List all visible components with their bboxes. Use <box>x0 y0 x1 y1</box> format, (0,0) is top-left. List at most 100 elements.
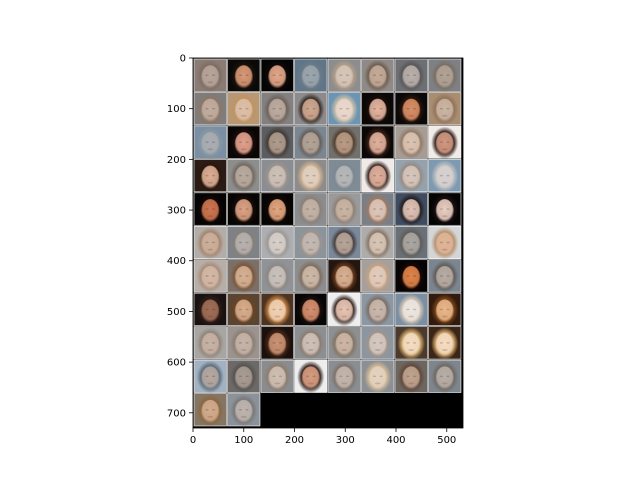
y-tick-label: 700 <box>167 408 186 419</box>
face-tile <box>361 192 395 226</box>
face-tile <box>260 225 294 260</box>
face-tile <box>294 125 328 160</box>
face-tile <box>193 326 227 360</box>
image-tiles <box>193 58 463 428</box>
face-tile <box>327 292 361 327</box>
face-tile <box>428 159 462 193</box>
face-tile <box>428 192 462 226</box>
y-tick-label: 500 <box>167 307 186 318</box>
face-tile <box>428 326 462 360</box>
y-tick-label: 200 <box>167 155 186 166</box>
face-tile <box>428 125 462 160</box>
face-tile <box>227 92 261 126</box>
face-tile <box>193 192 227 226</box>
face-tile <box>428 359 462 394</box>
y-tick-label: 100 <box>167 104 186 115</box>
face-tile <box>294 259 328 293</box>
face-tile <box>227 58 261 93</box>
face-tile <box>361 125 395 160</box>
face-tile <box>227 259 261 293</box>
face-tile <box>294 292 328 327</box>
face-tile <box>394 225 428 260</box>
face-tile <box>260 259 294 293</box>
face-tile <box>394 326 428 360</box>
face-tile <box>327 259 361 293</box>
y-tick-label: 0 <box>180 54 186 65</box>
face-tile <box>327 359 361 394</box>
face-tile <box>361 326 395 360</box>
x-tick-label: 300 <box>336 435 355 446</box>
face-tile <box>361 159 395 193</box>
face-tile <box>428 292 462 327</box>
face-tile <box>294 225 328 260</box>
x-tick-label: 200 <box>285 435 304 446</box>
face-tile <box>260 359 294 394</box>
face-tile <box>394 292 428 327</box>
face-tile <box>394 58 428 93</box>
face-tile <box>361 58 395 93</box>
face-tile <box>361 359 395 394</box>
face-tile <box>227 159 261 193</box>
face-tile <box>394 359 428 394</box>
face-tile <box>327 192 361 226</box>
face-tile <box>227 225 261 260</box>
y-axis: 0 100 200 300 400 500 600 700 <box>167 54 193 419</box>
face-tile <box>394 192 428 226</box>
face-tile <box>193 92 227 126</box>
face-tile <box>227 359 261 394</box>
face-tile <box>193 225 227 260</box>
face-tile <box>327 125 361 160</box>
face-tile <box>394 125 428 160</box>
face-tile <box>260 192 294 226</box>
face-tile <box>294 326 328 360</box>
x-tick-label: 100 <box>234 435 253 446</box>
face-tile <box>361 225 395 260</box>
face-tile <box>260 92 294 126</box>
face-tile <box>327 326 361 360</box>
face-tile <box>193 58 227 93</box>
face-tile <box>294 192 328 226</box>
face-tile <box>193 125 227 160</box>
face-tile <box>327 92 361 126</box>
face-tile <box>260 159 294 193</box>
face-tile <box>428 58 462 93</box>
y-tick-label: 600 <box>167 358 186 369</box>
face-tile <box>294 58 328 93</box>
face-tile <box>260 292 294 327</box>
face-tile <box>260 58 294 93</box>
x-tick-label: 0 <box>190 435 196 446</box>
face-tile <box>327 159 361 193</box>
face-tile <box>294 159 328 193</box>
face-tile <box>361 259 395 293</box>
face-tile <box>294 92 328 126</box>
face-tile <box>294 359 328 394</box>
face-tile <box>193 259 227 293</box>
face-tile <box>227 292 261 327</box>
y-tick-label: 300 <box>167 206 186 217</box>
face-tile <box>428 225 462 260</box>
face-tile <box>394 159 428 193</box>
face-tile <box>193 359 227 394</box>
face-tile <box>361 292 395 327</box>
face-tile <box>327 58 361 93</box>
face-tile <box>260 125 294 160</box>
face-tile <box>428 259 462 293</box>
axes <box>192 57 464 429</box>
axes-frame <box>192 57 464 429</box>
face-tile <box>227 326 261 360</box>
face-tile <box>394 259 428 293</box>
face-tile <box>361 92 395 126</box>
x-tick-label: 500 <box>437 435 456 446</box>
face-tile <box>227 393 261 427</box>
face-tile <box>394 92 428 126</box>
face-tile <box>260 326 294 360</box>
x-tick-label: 400 <box>386 435 405 446</box>
face-tile <box>193 393 227 427</box>
x-axis: 0 100 200 300 400 500 <box>190 428 456 446</box>
face-tile <box>327 225 361 260</box>
face-tile <box>193 292 227 327</box>
face-tile <box>227 192 261 226</box>
face-tile <box>193 159 227 193</box>
face-tile <box>227 125 261 160</box>
